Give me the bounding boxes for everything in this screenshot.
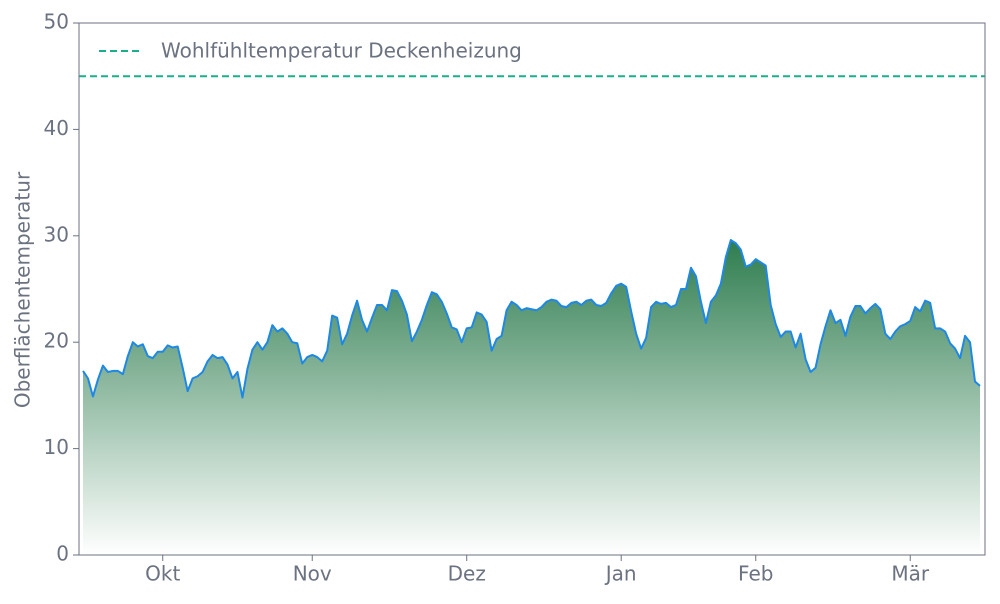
x-tick-label: Mär (891, 562, 930, 586)
x-tick-label: Nov (293, 562, 332, 586)
area-fill (83, 240, 980, 555)
y-tick-label: 30 (44, 222, 69, 246)
y-tick-label: 40 (44, 116, 69, 140)
y-tick-label: 0 (56, 542, 69, 566)
y-tick-label: 10 (44, 435, 69, 459)
x-tick-label: Feb (738, 562, 773, 586)
x-tick-label: Jan (604, 562, 637, 586)
x-tick-label: Dez (448, 562, 486, 586)
y-tick-label: 50 (44, 10, 69, 34)
line (82, 239, 981, 399)
x-tick-label: Okt (145, 562, 180, 586)
y-axis-label: Oberflächentemperatur (11, 171, 35, 408)
y-tick-label: 20 (44, 329, 69, 353)
legend-label: Wohlfühltemperatur Deckenheizung (161, 39, 522, 63)
plot-frame (78, 22, 986, 556)
